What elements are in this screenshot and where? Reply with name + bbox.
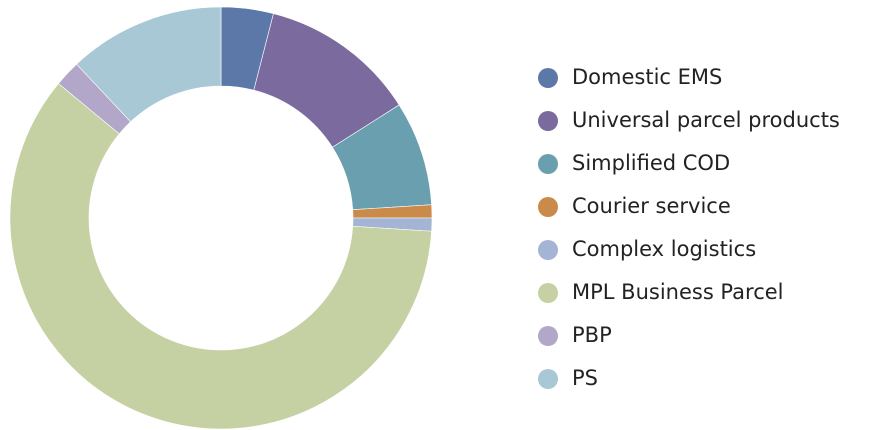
legend-swatch [538,369,558,389]
legend-swatch [538,326,558,346]
legend-label: Courier service [572,194,731,218]
legend-label: PS [572,366,598,390]
legend-swatch [538,111,558,131]
legend-label: MPL Business Parcel [572,280,784,304]
legend-swatch [538,240,558,260]
legend-swatch [538,154,558,174]
legend-swatch [538,68,558,88]
legend-label: Domestic EMS [572,65,722,89]
legend-label: Universal parcel products [572,108,840,132]
legend-swatch [538,197,558,217]
legend-label: Simplified COD [572,151,730,175]
legend-swatch [538,283,558,303]
legend-label: PBP [572,323,612,347]
slice [9,83,432,430]
slice [76,6,222,123]
legend-label: Complex logistics [572,237,756,261]
